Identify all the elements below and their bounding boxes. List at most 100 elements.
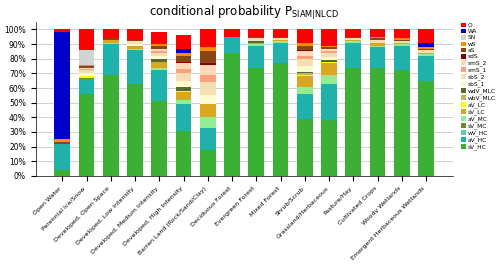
Bar [78, 76, 94, 78]
Bar [394, 38, 409, 40]
Title: conditional probability P$_{\mathregular{SIAM|NLCD}}$: conditional probability P$_{\mathregular… [150, 4, 339, 22]
Bar [394, 44, 409, 46]
Bar [248, 40, 264, 41]
Bar [297, 50, 312, 51]
Bar [78, 73, 94, 76]
Bar [176, 100, 192, 104]
Bar [103, 44, 118, 75]
Bar [127, 44, 143, 46]
Bar [297, 72, 312, 73]
Bar [200, 127, 216, 149]
Bar [272, 43, 288, 63]
Bar [176, 69, 192, 73]
Bar [200, 149, 216, 176]
Bar [200, 104, 216, 117]
Bar [78, 65, 94, 66]
Bar [346, 41, 361, 43]
Bar [54, 144, 70, 170]
Bar [297, 46, 312, 50]
Bar [248, 37, 264, 38]
Bar [370, 47, 386, 68]
Bar [54, 142, 70, 144]
Bar [321, 53, 337, 57]
Bar [394, 41, 409, 43]
Bar [127, 46, 143, 48]
Bar [321, 57, 337, 60]
Bar [200, 65, 216, 75]
Bar [346, 29, 361, 37]
Bar [224, 53, 240, 176]
Bar [418, 56, 434, 81]
Bar [200, 95, 216, 104]
Bar [78, 70, 94, 73]
Bar [78, 94, 94, 176]
Bar [272, 63, 288, 176]
Bar [176, 73, 192, 81]
Bar [321, 84, 337, 120]
Bar [152, 59, 167, 62]
Bar [370, 38, 386, 40]
Bar [152, 46, 167, 48]
Bar [248, 43, 264, 44]
Bar [78, 29, 94, 50]
Bar [346, 40, 361, 41]
Bar [418, 43, 434, 47]
Bar [321, 120, 337, 176]
Bar [297, 43, 312, 46]
Bar [54, 170, 70, 176]
Bar [321, 29, 337, 46]
Bar [224, 29, 240, 37]
Bar [200, 29, 216, 47]
Bar [127, 29, 143, 40]
Bar [78, 79, 94, 94]
Bar [176, 48, 192, 53]
Bar [321, 51, 337, 53]
Bar [370, 43, 386, 46]
Bar [418, 54, 434, 56]
Bar [176, 63, 192, 69]
Bar [321, 46, 337, 47]
Bar [418, 50, 434, 51]
Bar [152, 101, 167, 176]
Bar [152, 62, 167, 68]
Bar [321, 48, 337, 51]
Bar [272, 41, 288, 43]
Bar [370, 37, 386, 38]
Bar [297, 76, 312, 87]
Bar [297, 73, 312, 75]
Bar [297, 56, 312, 59]
Bar [248, 29, 264, 37]
Bar [272, 37, 288, 38]
Bar [297, 87, 312, 94]
Bar [297, 75, 312, 76]
Bar [152, 53, 167, 56]
Bar [127, 40, 143, 41]
Bar [272, 38, 288, 40]
Bar [370, 46, 386, 47]
Bar [394, 70, 409, 176]
Bar [78, 69, 94, 70]
Bar [418, 48, 434, 50]
Bar [224, 37, 240, 53]
Bar [248, 44, 264, 46]
Bar [176, 62, 192, 63]
Bar [127, 50, 143, 84]
Bar [152, 56, 167, 59]
Bar [103, 40, 118, 43]
Bar [346, 38, 361, 40]
Bar [248, 68, 264, 176]
Bar [152, 70, 167, 101]
Bar [127, 43, 143, 44]
Bar [272, 29, 288, 37]
Bar [346, 43, 361, 68]
Bar [176, 130, 192, 176]
Bar [78, 78, 94, 79]
Bar [176, 56, 192, 62]
Bar [248, 41, 264, 43]
Bar [297, 94, 312, 119]
Bar [78, 68, 94, 69]
Bar [394, 43, 409, 44]
Bar [418, 53, 434, 54]
Bar [418, 51, 434, 53]
Bar [103, 43, 118, 44]
